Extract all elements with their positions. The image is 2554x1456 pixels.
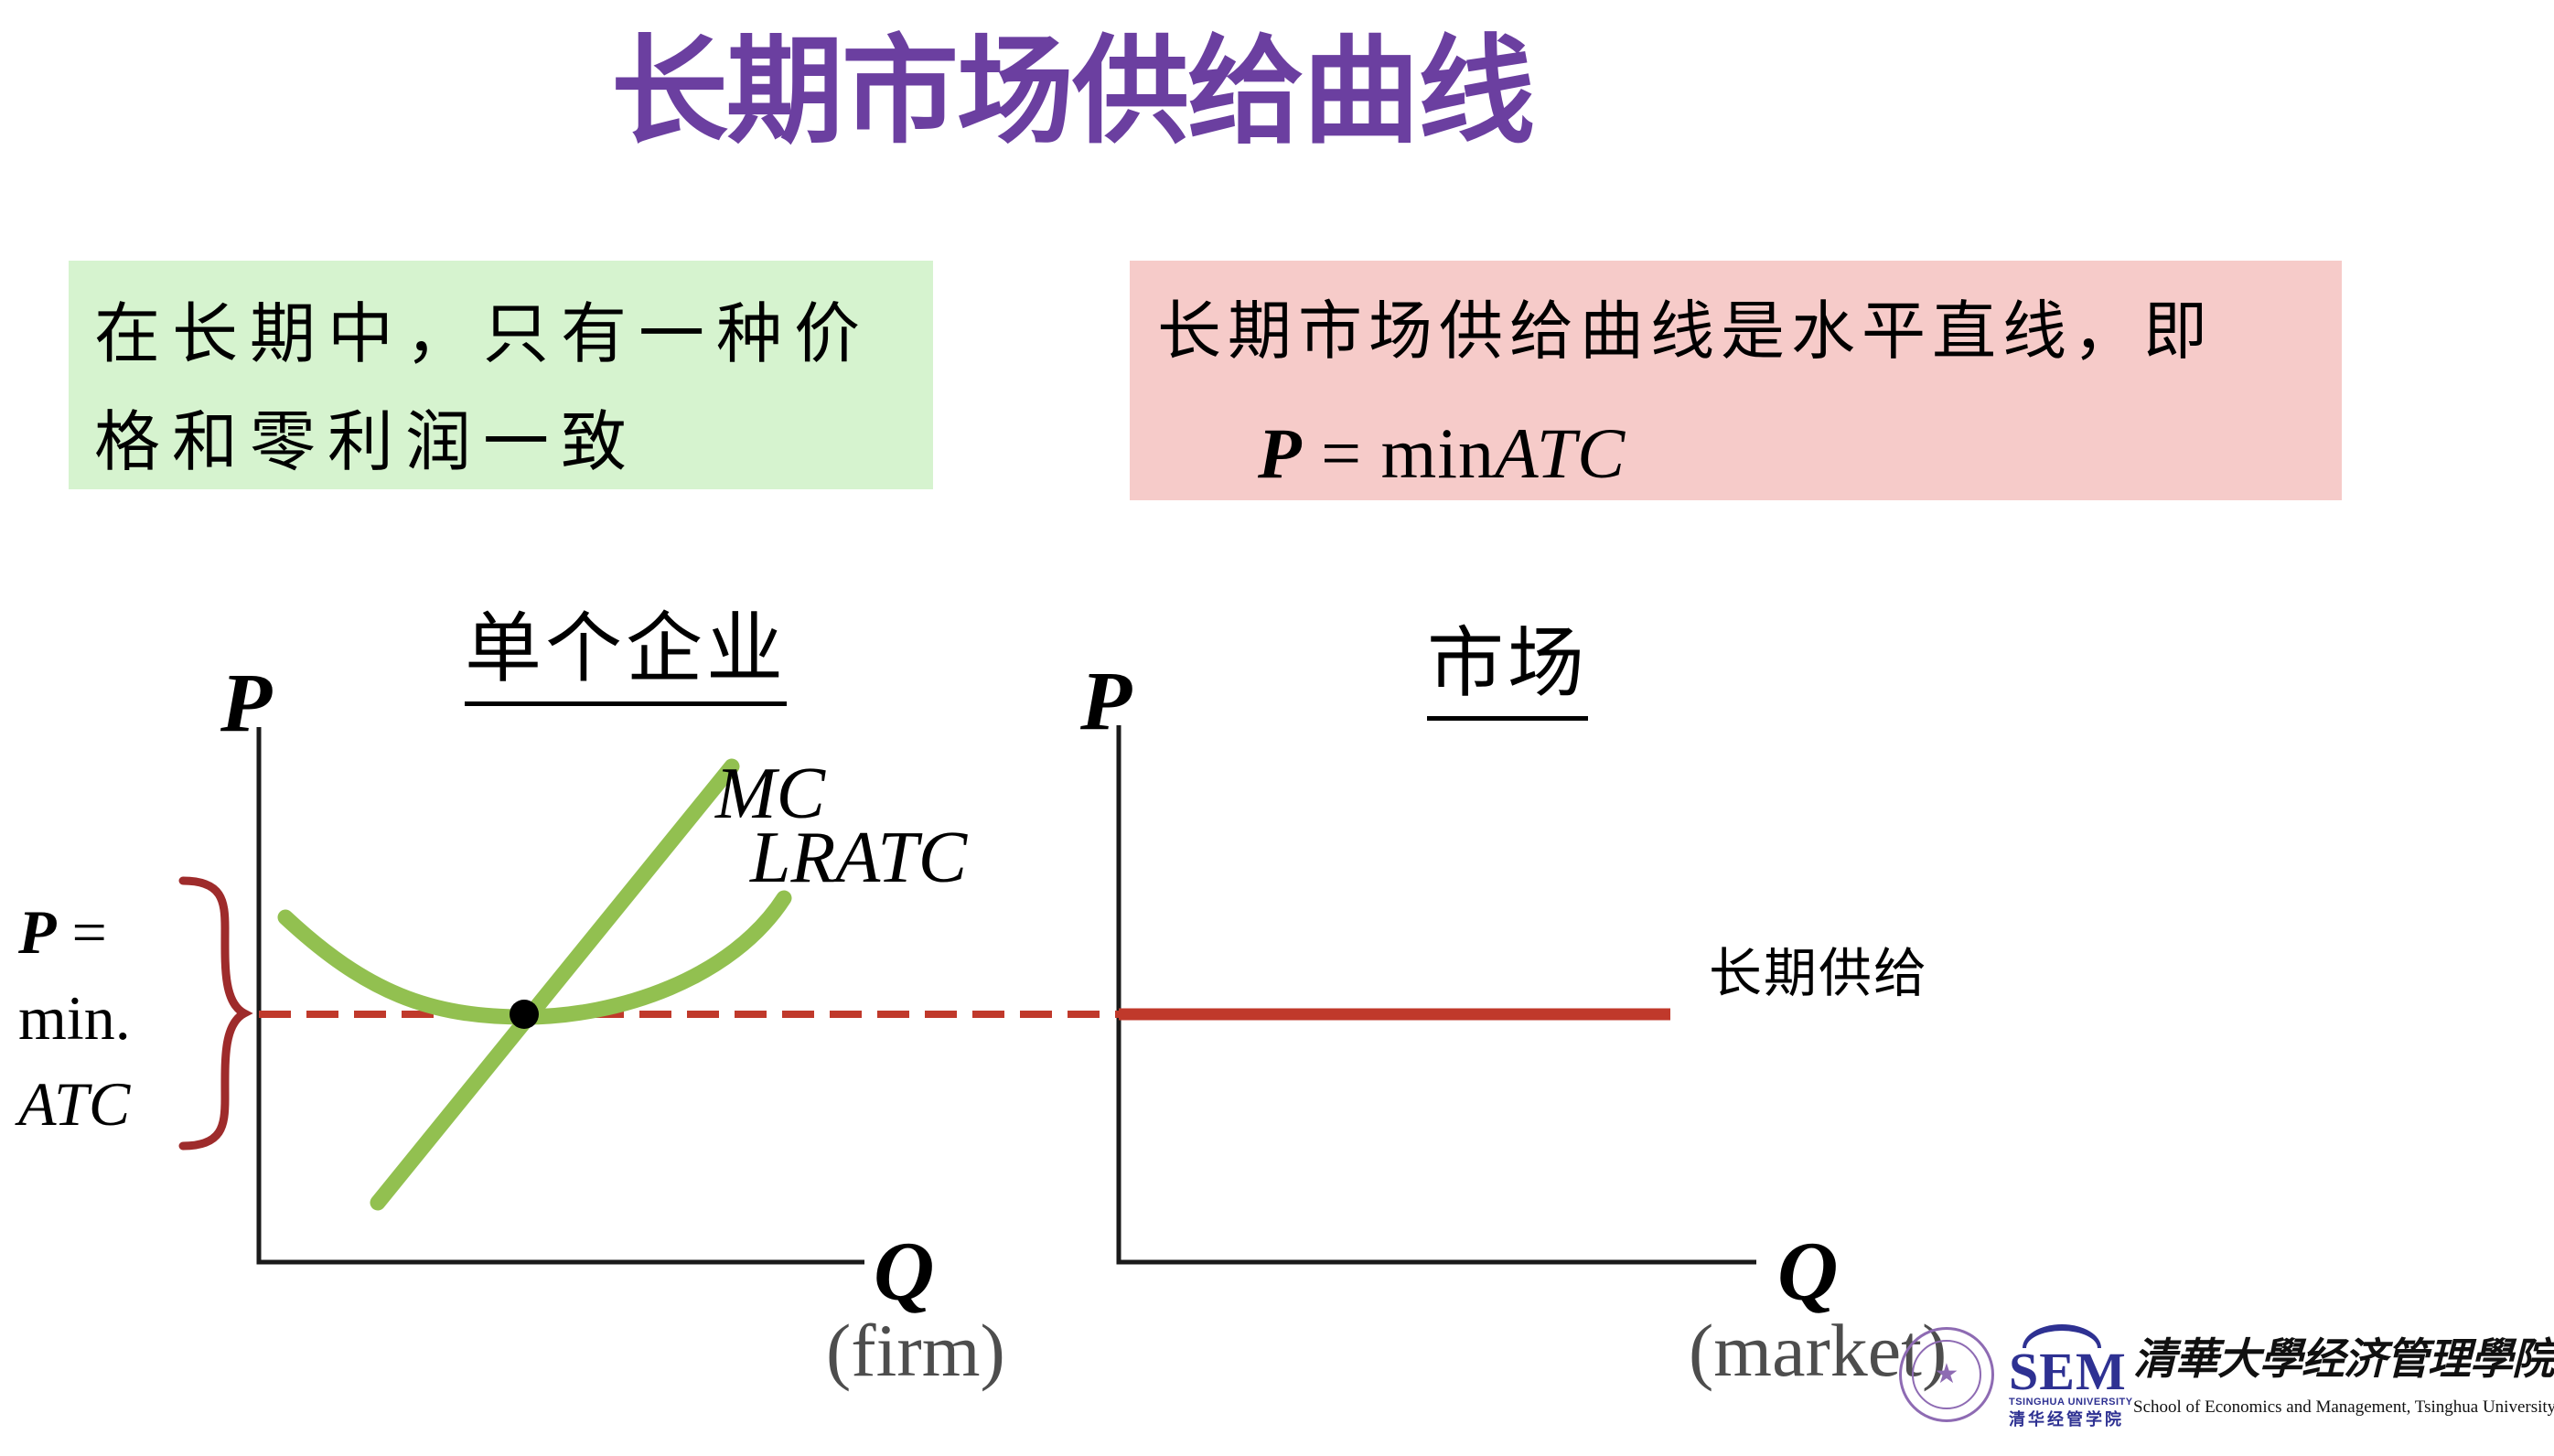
sem-wordmark: SEM: [2009, 1342, 2127, 1401]
firm-axes: [256, 727, 864, 1265]
equilibrium-dot: [510, 1000, 539, 1029]
note-box-pink: 长期市场供给曲线是水平直线，即 P = minATC: [1130, 261, 2342, 500]
long-run-supply-label: 长期供给: [1709, 944, 1929, 1003]
firm-chart-heading: 单个企业: [465, 587, 788, 706]
tsinghua-seal-logo: ★: [1899, 1327, 1994, 1422]
note-pink-line1: 长期市场供给曲线是水平直线，即: [1157, 297, 2214, 368]
price-annotation: P = min. ATC: [18, 889, 192, 1147]
note-box-green: 在长期中，只有一种价格和零利润一致: [69, 261, 933, 489]
market-y-axis-label: P: [1080, 654, 1132, 747]
lratc-curve-label: LRATC: [750, 818, 968, 898]
tsinghua-seal-star-icon: ★: [1912, 1340, 1981, 1409]
mc-curve-label: MC: [715, 754, 825, 834]
price-ann-eq: =: [71, 897, 107, 967]
market-axes: [1116, 725, 1756, 1265]
firm-x-axis-sublabel: (firm): [826, 1309, 1005, 1392]
firm-x-axis-label: Q: [874, 1225, 935, 1318]
school-english-name: School of Economics and Management, Tsin…: [2133, 1397, 2554, 1417]
formula-min: min: [1380, 413, 1495, 493]
slide-title: 长期市场供给曲线: [611, 27, 1535, 157]
sem-school-line: 清华经管学院: [2009, 1410, 2124, 1429]
formula-atc: ATC: [1495, 413, 1626, 493]
mc-curve: [370, 758, 740, 1211]
school-calligraphy-name: 清華大學经济管理學院: [2133, 1336, 2554, 1384]
formula-p: P: [1258, 413, 1303, 493]
price-annotation-line2: min.: [18, 983, 131, 1053]
price-brace: [178, 876, 253, 1151]
note-green-text: 在长期中，只有一种价格和零利润一致: [94, 298, 873, 479]
price-ann-p: P: [18, 897, 57, 967]
market-x-axis-label: Q: [1777, 1225, 1839, 1318]
price-annotation-line1: P =: [18, 889, 192, 975]
firm-y-axis-label: P: [220, 656, 273, 749]
sem-logo: SEM TSINGHUA UNIVERSITY 清华经管学院: [2009, 1324, 2133, 1430]
formula-eq: =: [1321, 413, 1363, 493]
market-chart-heading: 市场: [1427, 602, 1589, 721]
sem-university-line: TSINGHUA UNIVERSITY: [2009, 1397, 2133, 1408]
price-annotation-line3: ATC: [18, 1069, 131, 1139]
note-pink-formula: P = minATC: [1157, 400, 2342, 508]
